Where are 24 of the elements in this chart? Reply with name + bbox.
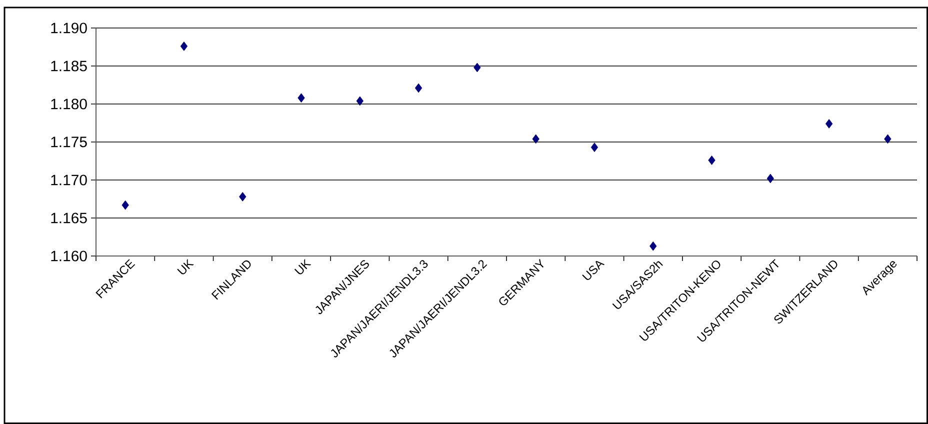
point <box>356 96 364 106</box>
point <box>766 174 774 184</box>
point <box>180 42 188 51</box>
y-tick-label: 1.175 <box>51 136 87 148</box>
y-tick-label: 1.170 <box>51 174 87 186</box>
point <box>474 62 481 72</box>
point <box>122 200 129 210</box>
x-tick-label: UK <box>177 258 194 274</box>
point <box>532 134 540 144</box>
point <box>590 142 598 152</box>
point <box>414 83 422 93</box>
point <box>884 134 892 144</box>
point <box>298 93 305 103</box>
y-tick-label: 1.160 <box>51 250 87 262</box>
y-tick-label: 1.185 <box>51 60 87 72</box>
y-tick-label: 1.180 <box>51 98 87 110</box>
point <box>650 241 657 251</box>
point <box>239 192 246 202</box>
y-tick-label: 1.165 <box>51 212 87 224</box>
point <box>708 156 716 165</box>
y-tick-label: 1.190 <box>51 22 87 34</box>
x-tick-label: USA <box>582 260 605 280</box>
point <box>825 119 833 128</box>
x-tick-label: UK <box>294 258 312 274</box>
